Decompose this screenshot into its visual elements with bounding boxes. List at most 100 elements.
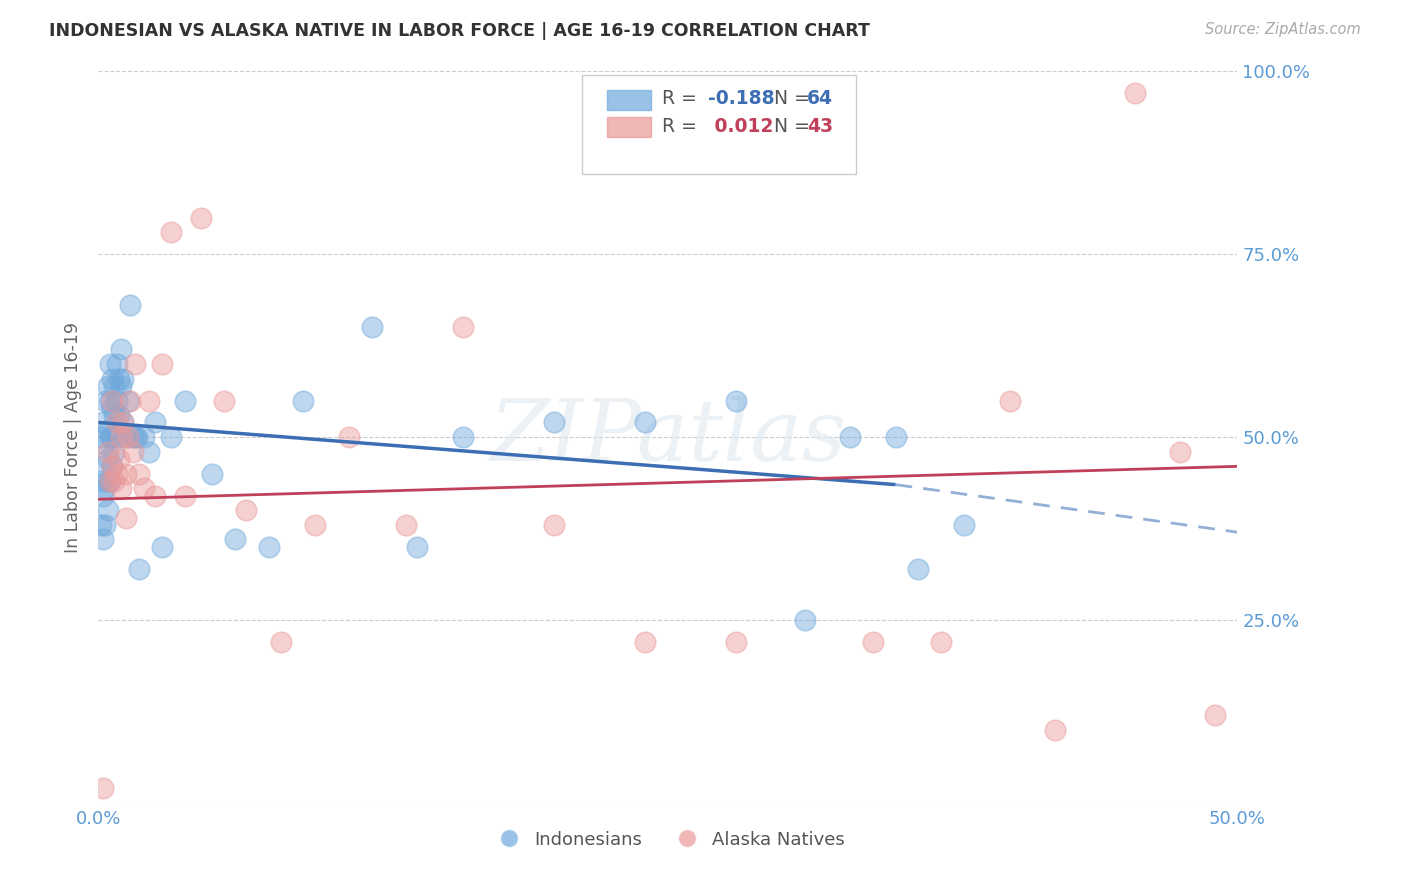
Point	[862, 635, 884, 649]
Point	[110, 343, 132, 357]
Text: R =: R =	[662, 117, 703, 136]
Point	[543, 517, 565, 532]
Point	[270, 635, 292, 649]
Point	[112, 371, 135, 385]
Point	[110, 379, 132, 393]
Text: 0.012: 0.012	[707, 117, 773, 136]
Point	[103, 444, 125, 458]
Text: N =: N =	[762, 89, 817, 108]
Point	[224, 533, 246, 547]
Point	[103, 379, 125, 393]
Point	[128, 562, 150, 576]
Point	[406, 540, 429, 554]
Point	[1123, 87, 1146, 101]
Point	[101, 459, 124, 474]
Point	[929, 635, 952, 649]
Point	[121, 444, 143, 458]
Point	[108, 452, 131, 467]
Point	[98, 357, 121, 371]
Point	[101, 401, 124, 415]
Text: 43: 43	[807, 117, 832, 136]
Point	[90, 474, 112, 488]
Point	[145, 416, 167, 430]
Text: R =: R =	[662, 89, 703, 108]
Point	[907, 562, 929, 576]
Point	[94, 481, 117, 495]
Point	[91, 459, 114, 474]
Point	[121, 430, 143, 444]
Point	[112, 416, 135, 430]
Point	[96, 444, 118, 458]
Point	[98, 474, 121, 488]
Y-axis label: In Labor Force | Age 16-19: In Labor Force | Age 16-19	[65, 322, 83, 552]
Point	[117, 393, 139, 408]
Point	[160, 430, 183, 444]
Point	[127, 430, 149, 444]
Point	[90, 517, 112, 532]
Point	[304, 517, 326, 532]
Point	[96, 423, 118, 437]
Point	[105, 467, 128, 481]
Point	[839, 430, 862, 444]
Point	[103, 408, 125, 422]
Point	[138, 444, 160, 458]
Point	[451, 320, 474, 334]
Point	[96, 474, 118, 488]
Text: 64: 64	[807, 89, 832, 108]
Point	[174, 489, 197, 503]
Point	[98, 474, 121, 488]
Point	[725, 393, 748, 408]
Point	[98, 393, 121, 408]
Point	[120, 393, 142, 408]
Point	[105, 393, 128, 408]
Bar	[607, 117, 651, 137]
Point	[953, 517, 976, 532]
Point	[110, 481, 132, 495]
Point	[91, 533, 114, 547]
Point	[132, 481, 155, 495]
Point	[451, 430, 474, 444]
Text: ZIPatlas: ZIPatlas	[489, 396, 846, 478]
Point	[112, 416, 135, 430]
Point	[120, 298, 142, 312]
Point	[201, 467, 224, 481]
FancyBboxPatch shape	[582, 75, 856, 174]
Point	[98, 430, 121, 444]
Point	[96, 452, 118, 467]
Point	[94, 437, 117, 451]
Point	[105, 430, 128, 444]
Point	[292, 393, 315, 408]
Point	[91, 781, 114, 796]
Point	[114, 510, 136, 524]
Point	[634, 635, 657, 649]
Bar	[607, 90, 651, 110]
Point	[174, 393, 197, 408]
Point	[114, 430, 136, 444]
Point	[124, 430, 146, 444]
Point	[138, 393, 160, 408]
Point	[96, 503, 118, 517]
Text: Source: ZipAtlas.com: Source: ZipAtlas.com	[1205, 22, 1361, 37]
Point	[105, 416, 128, 430]
Point	[101, 459, 124, 474]
Point	[793, 613, 815, 627]
Point	[145, 489, 167, 503]
Point	[634, 416, 657, 430]
Legend: Indonesians, Alaska Natives: Indonesians, Alaska Natives	[484, 823, 852, 856]
Point	[110, 430, 132, 444]
Point	[395, 517, 418, 532]
Text: N =: N =	[762, 117, 817, 136]
Point	[360, 320, 382, 334]
Point	[725, 635, 748, 649]
Point	[103, 474, 125, 488]
Point	[91, 489, 114, 503]
Point	[94, 517, 117, 532]
Text: INDONESIAN VS ALASKA NATIVE IN LABOR FORCE | AGE 16-19 CORRELATION CHART: INDONESIAN VS ALASKA NATIVE IN LABOR FOR…	[49, 22, 870, 40]
Point	[235, 503, 257, 517]
Point	[128, 467, 150, 481]
Point	[259, 540, 281, 554]
Point	[337, 430, 360, 444]
Point	[543, 416, 565, 430]
Point	[90, 430, 112, 444]
Point	[117, 430, 139, 444]
